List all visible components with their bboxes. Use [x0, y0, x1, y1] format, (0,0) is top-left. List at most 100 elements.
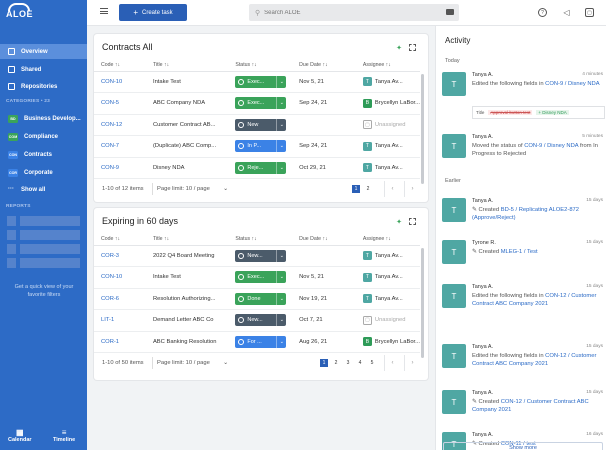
column-header-code[interactable]: Code ↑↓ [94, 59, 146, 72]
sidebar-item-corporate[interactable]: COR Corporate [0, 165, 87, 180]
activity-link[interactable]: CON-11 / test [500, 441, 536, 447]
row-code[interactable]: COR-1 [94, 331, 146, 353]
row-assignee[interactable]: ▢ Unassigned [355, 309, 420, 332]
expand-icon[interactable] [409, 218, 416, 225]
column-header-assignee[interactable]: Assignee ↑↓ [355, 59, 420, 72]
row-code[interactable]: CON-5 [94, 92, 146, 115]
scrollbar[interactable] [421, 248, 424, 358]
activity-link[interactable]: MLEG-1 / Test [500, 249, 538, 255]
row-title: Resolution Authorizing... [145, 288, 229, 310]
sidebar-item-contracts[interactable]: CON Contracts [0, 147, 87, 162]
column-header-title[interactable]: Title ↑↓ [145, 59, 229, 72]
keyboard-icon[interactable] [446, 9, 454, 15]
table-row[interactable]: COR-6 Resolution Authorizing... Done ⌄ Nov 1… [94, 288, 420, 310]
table-row[interactable]: CON-9 Disney NDA Reje... ⌄ Oct 29, 21 T Tanya … [94, 157, 420, 179]
app-logo[interactable]: ALOE [6, 3, 33, 19]
status-dropdown[interactable]: For ... ⌄ [235, 335, 287, 348]
table-row[interactable]: CON-10 Intake Test Exec... ⌄ Nov 5, 21 T Tanya… [94, 266, 420, 289]
row-assignee[interactable]: T Tanya Av... [355, 157, 420, 179]
row-code[interactable]: LIT-1 [94, 309, 146, 332]
activity-link[interactable]: CON-9 / Disney NDA [545, 81, 600, 87]
activity-link[interactable]: CON-12 / Customer Contract ABC Company 2… [472, 353, 597, 367]
chevron-down-icon: ⌄ [276, 335, 286, 348]
prev-page-icon[interactable]: ‹ [384, 355, 400, 371]
table-row[interactable]: CON-5 ABC Company NDA Exec... ⌄ Sep 24, 21 B B… [94, 92, 420, 115]
avatar: ▢ [362, 315, 372, 325]
prev-page-icon[interactable]: ‹ [384, 181, 400, 197]
column-header-status[interactable]: Status ↑↓ [228, 59, 293, 72]
row-assignee[interactable]: T Tanya Av... [355, 245, 420, 267]
column-header-code[interactable]: Code ↑↓ [94, 233, 146, 246]
activity-link[interactable]: CON-12 / Customer Contract ABC Company 2… [472, 399, 589, 413]
create-task-button[interactable]: + Create task [119, 4, 187, 21]
table-row[interactable]: LIT-1 Demand Letter ABC Co New... ⌄ Oct 7, 2… [94, 309, 420, 332]
timeline-icon: ≡ [61, 428, 67, 437]
row-code[interactable]: CON-7 [94, 135, 146, 158]
show-more-button[interactable]: Show more [443, 442, 603, 450]
status-dropdown[interactable]: Done ⌄ [235, 292, 287, 305]
activity-link[interactable]: CON-12 / Customer Contract ABC Company 2… [472, 293, 597, 307]
status-dropdown[interactable]: New... ⌄ [235, 314, 287, 327]
table-row[interactable]: COR-3 2022 Q4 Board Meeting New... ⌄ T Tanya … [94, 245, 420, 267]
scrollbar[interactable] [421, 74, 424, 184]
sidebar-item-compliance[interactable]: COM Compliance [0, 129, 87, 144]
table-row[interactable]: COR-1 ABC Banking Resolution For ... ⌄ Aug 2… [94, 331, 420, 353]
sidebar-item-business-development[interactable]: BD Business Develop... [0, 111, 87, 126]
row-code[interactable]: COR-3 [94, 245, 146, 267]
status-dropdown[interactable]: Exec... ⌄ [235, 97, 287, 110]
row-assignee[interactable]: T Tanya Av... [355, 71, 420, 93]
timeline-button[interactable]: ≡ Timeline [53, 428, 75, 443]
row-assignee[interactable]: T Tanya Av... [355, 135, 420, 158]
row-code[interactable]: CON-10 [94, 266, 146, 289]
next-page-icon[interactable]: › [404, 355, 420, 371]
row-assignee[interactable]: B Brycellyn LaBor... [355, 92, 420, 115]
row-code[interactable]: CON-10 [94, 71, 146, 93]
status-dropdown[interactable]: Reje... ⌄ [235, 161, 287, 174]
next-page-icon[interactable]: › [404, 181, 420, 197]
table-row[interactable]: CON-12 Customer Contract AB... New ⌄ ▢ Unassi… [94, 114, 420, 136]
column-header-status[interactable]: Status ↑↓ [228, 233, 293, 246]
column-header-due-date[interactable]: Due Date ↑↓ [292, 59, 356, 72]
status-dropdown[interactable]: In P... ⌄ [235, 140, 287, 153]
page-button[interactable]: 1 [352, 185, 360, 193]
column-header-title[interactable]: Title ↑↓ [145, 233, 229, 246]
search-input[interactable] [264, 9, 435, 16]
menu-icon[interactable] [100, 8, 108, 14]
row-code[interactable]: CON-12 [94, 114, 146, 136]
row-assignee[interactable]: B Brycellyn LaBor... [355, 331, 420, 353]
page-button[interactable]: 1 [320, 359, 328, 367]
column-header-assignee[interactable]: Assignee ↑↓ [355, 233, 420, 246]
row-assignee[interactable]: T Tanya Av... [355, 288, 420, 310]
table-row[interactable]: CON-10 Intake Test Exec... ⌄ Nov 5, 21 T Tanya… [94, 71, 420, 93]
help-icon[interactable]: ? [538, 8, 547, 17]
expand-icon[interactable] [409, 44, 416, 51]
page-button[interactable]: 2 [334, 360, 338, 366]
page-limit-select[interactable]: Page limit: 10 / page ⌄ [152, 183, 232, 195]
status-dropdown[interactable]: New... ⌄ [235, 249, 287, 262]
activity-link[interactable]: BD-5 / Replicating ALOE2-872 (Approve/Re… [472, 207, 580, 221]
pin-icon[interactable]: ✦ [396, 45, 402, 52]
row-assignee[interactable]: T Tanya Av... [355, 266, 420, 289]
sidebar-item-repositories[interactable]: Repositories [0, 79, 87, 94]
page-button[interactable]: 3 [346, 360, 350, 366]
announcement-icon[interactable]: ◁ [563, 8, 570, 17]
status-dropdown[interactable]: Exec... ⌄ [235, 75, 287, 88]
activity-link[interactable]: CON-9 / Disney NDA [524, 143, 579, 149]
calendar-button[interactable]: ▦ Calendar [8, 428, 32, 443]
sidebar-item-overview[interactable]: Overview [0, 44, 87, 59]
show-all-link[interactable]: ··· Show all [0, 182, 87, 197]
pin-icon[interactable]: ✦ [396, 219, 402, 226]
row-assignee[interactable]: ▢ Unassigned [355, 114, 420, 136]
column-header-due-date[interactable]: Due Date ↑↓ [292, 233, 356, 246]
user-avatar[interactable]: ▢ [585, 8, 594, 17]
table-row[interactable]: CON-7 (Duplicate) ABC Comp... In P... ⌄ Sep … [94, 135, 420, 158]
page-button[interactable]: 2 [366, 186, 370, 192]
sidebar-item-shared[interactable]: Shared [0, 62, 87, 77]
page-button[interactable]: 4 [358, 360, 362, 366]
row-code[interactable]: COR-6 [94, 288, 146, 310]
row-code[interactable]: CON-9 [94, 157, 146, 179]
page-limit-select[interactable]: Page limit: 10 / page ⌄ [152, 357, 232, 369]
status-dropdown[interactable]: New ⌄ [235, 118, 287, 131]
page-button[interactable]: 5 [370, 360, 374, 366]
status-dropdown[interactable]: Exec... ⌄ [235, 271, 287, 284]
